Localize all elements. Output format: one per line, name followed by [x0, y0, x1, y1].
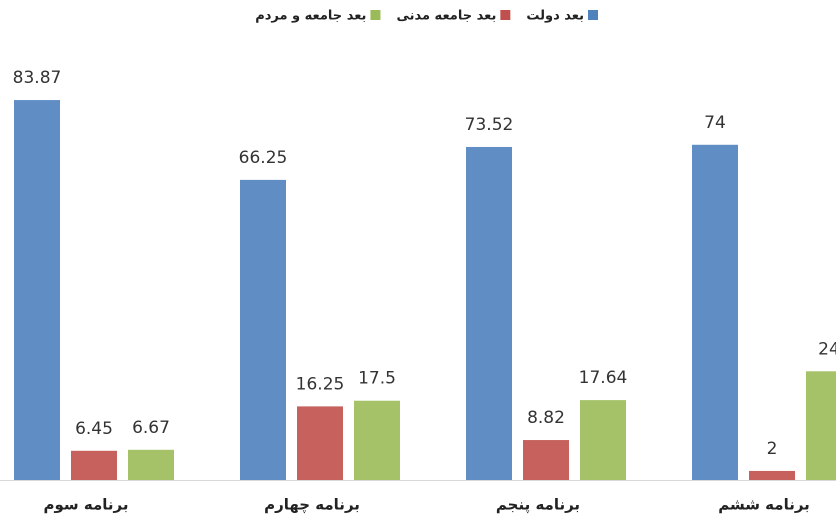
legend-swatch — [500, 10, 510, 20]
value-label: 8.82 — [527, 408, 565, 428]
bar — [71, 451, 117, 480]
value-label: 17.64 — [579, 368, 628, 388]
value-label: 6.45 — [75, 419, 113, 439]
value-label: 73.52 — [465, 115, 514, 135]
bar — [354, 401, 400, 480]
x-tick-label: برنامه پنجم — [496, 496, 580, 515]
bar — [580, 400, 626, 480]
legend-swatch — [370, 10, 380, 20]
value-label: 17.5 — [358, 369, 396, 389]
bar — [806, 371, 836, 480]
legend-label: بعد جامعه مدنی — [396, 9, 496, 24]
x-tick-label: برنامه سوم — [44, 496, 129, 514]
bar — [240, 180, 286, 480]
value-label: 74 — [704, 113, 726, 133]
bar — [749, 471, 795, 480]
value-label: 2 — [767, 439, 778, 459]
bar — [297, 406, 343, 480]
value-label: 83.87 — [13, 68, 62, 88]
value-label: 16.25 — [296, 374, 345, 394]
value-label: 24 — [818, 339, 836, 359]
x-tick-label: برنامه ششم — [718, 496, 810, 514]
legend-label: بعد جامعه و مردم — [255, 9, 366, 24]
legend-label: بعد دولت — [526, 9, 584, 24]
chart: بعد دولت بعد جامعه مدنی بعد جامعه و مردم 83… — [0, 0, 836, 522]
bar — [14, 100, 60, 480]
bar — [523, 440, 569, 480]
bar — [692, 145, 738, 480]
x-tick-label: برنامه چهارم — [264, 496, 360, 515]
value-label: 6.67 — [132, 418, 170, 438]
bar — [466, 147, 512, 480]
legend-swatch — [588, 10, 598, 20]
bar — [128, 450, 174, 480]
value-label: 66.25 — [239, 148, 288, 168]
